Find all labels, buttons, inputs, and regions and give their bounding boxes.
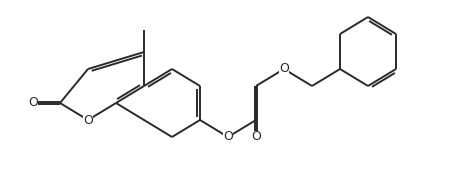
Text: O: O xyxy=(28,97,38,109)
Text: O: O xyxy=(223,131,233,143)
Text: O: O xyxy=(83,114,93,126)
Text: O: O xyxy=(251,131,261,143)
Text: O: O xyxy=(279,63,289,75)
